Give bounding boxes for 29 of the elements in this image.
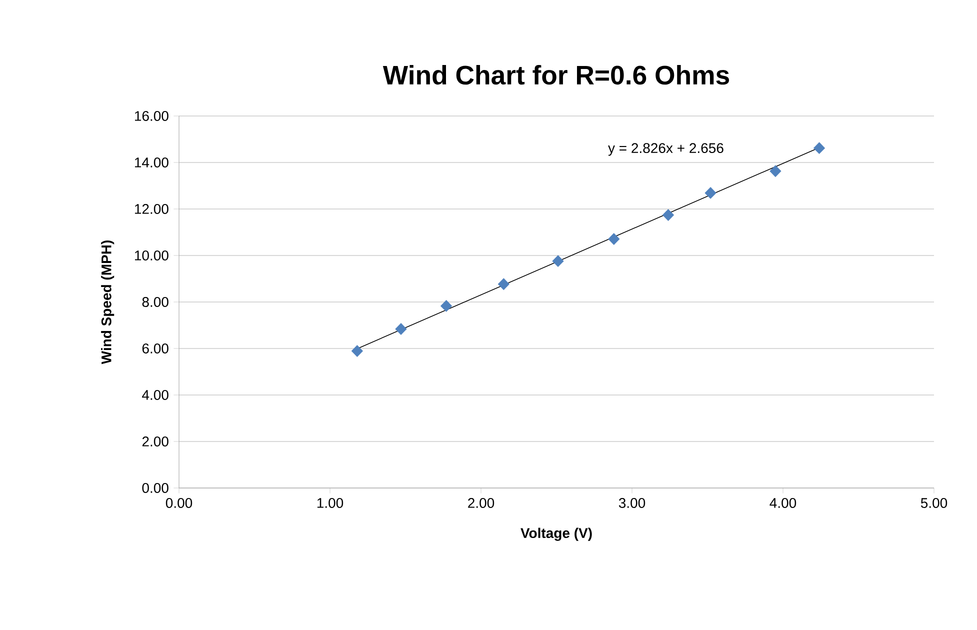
x-tick-label: 1.00	[317, 498, 344, 508]
point	[770, 165, 782, 177]
y-tick-label: 2.00	[142, 436, 168, 446]
y-tick-label: 6.00	[142, 344, 168, 354]
point	[814, 142, 825, 154]
point	[608, 233, 620, 245]
point	[552, 255, 564, 267]
x-tick-label: 2.00	[468, 498, 494, 508]
x-tick-label: 0.00	[166, 498, 192, 508]
x-tick-label: 4.00	[770, 498, 796, 508]
y-tick-label: 10.00	[134, 250, 168, 260]
point	[395, 323, 407, 335]
point	[704, 187, 716, 199]
y-tick-label: 8.00	[142, 297, 168, 307]
y-tick-label: 4.00	[142, 390, 168, 400]
y-tick-label: 14.00	[134, 158, 168, 168]
x-tick-label: 3.00	[618, 498, 646, 508]
x-tick-label: 5.00	[920, 498, 948, 508]
y-tick-label: 12.00	[134, 204, 168, 214]
chart-title: Wind Chart for R=0.6 Ohms	[382, 65, 730, 85]
x-axis-title: Voltage (V)	[520, 528, 592, 541]
point	[440, 300, 452, 312]
y-tick-label: 16.00	[134, 111, 168, 121]
annotation: y = 2.826x + 2.656	[608, 143, 724, 156]
point	[498, 278, 510, 290]
point	[351, 345, 363, 357]
point	[662, 209, 674, 221]
y-axis-title: Wind Speed (MPH)	[101, 240, 114, 364]
y-tick-label: 0.00	[142, 483, 168, 493]
